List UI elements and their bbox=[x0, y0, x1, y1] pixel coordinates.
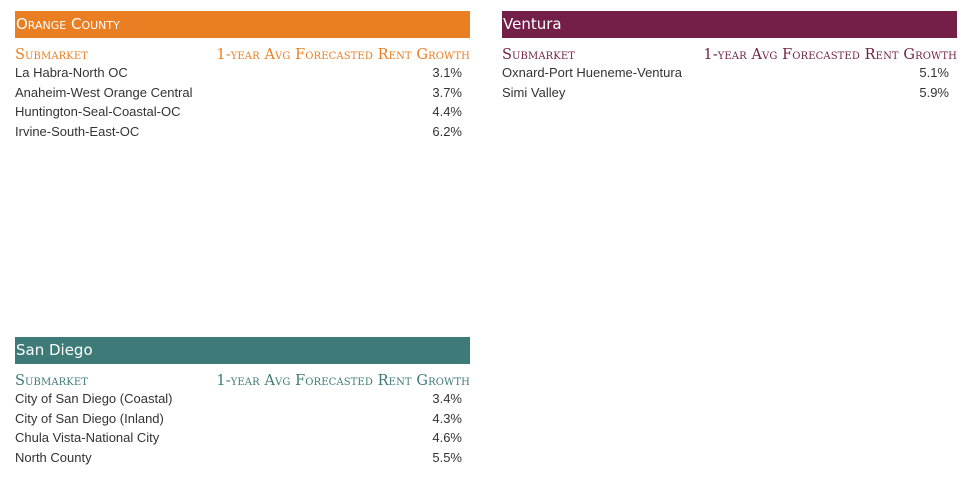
rent-growth-value: 4.4% bbox=[432, 104, 462, 119]
rent-growth-value: 6.2% bbox=[432, 123, 462, 139]
table-row: City of San Diego (Coastal) 3.4% bbox=[15, 389, 470, 409]
table-row: Irvine-South-East-OC 6.2% bbox=[15, 122, 470, 142]
rent-growth-value: 3.4% bbox=[432, 391, 462, 406]
submarket-name: Anaheim-West Orange Central bbox=[15, 84, 193, 100]
orange-county-column-headers: Submarket 1-year Avg Forecasted Rent Gro… bbox=[15, 47, 470, 63]
san-diego-rows: City of San Diego (Coastal) 3.4% City of… bbox=[15, 389, 470, 467]
rent-growth-column-header: 1-year Avg Forecasted Rent Growth bbox=[216, 373, 470, 389]
rent-growth-value: 5.9% bbox=[919, 84, 949, 100]
orange-county-header: Orange County bbox=[15, 11, 470, 38]
ventura-header: Ventura bbox=[502, 11, 957, 38]
rent-growth-value: 3.1% bbox=[432, 65, 462, 80]
orange-county-title: Orange County bbox=[16, 15, 120, 33]
submarket-name: City of San Diego (Inland) bbox=[15, 410, 164, 426]
rent-growth-value: 4.6% bbox=[432, 430, 462, 445]
submarket-column-header: Submarket bbox=[15, 47, 89, 63]
submarket-name: La Habra-North OC bbox=[15, 65, 128, 80]
orange-county-rows: La Habra-North OC 3.1% Anaheim-West Oran… bbox=[15, 63, 470, 141]
rent-growth-column-header: 1-year Avg Forecasted Rent Growth bbox=[216, 47, 470, 63]
submarket-name: Chula Vista-National City bbox=[15, 430, 160, 445]
san-diego-header: San Diego bbox=[15, 337, 470, 364]
table-row: Anaheim-West Orange Central 3.7% bbox=[15, 83, 470, 103]
rent-growth-value: 4.3% bbox=[432, 410, 462, 426]
submarket-name: Oxnard-Port Hueneme-Ventura bbox=[502, 65, 682, 80]
table-row: Chula Vista-National City 4.6% bbox=[15, 428, 470, 448]
submarket-name: Simi Valley bbox=[502, 84, 566, 100]
submarket-name: Huntington-Seal-Coastal-OC bbox=[15, 104, 181, 119]
ventura-column-headers: Submarket 1-year Avg Forecasted Rent Gro… bbox=[502, 47, 957, 63]
submarket-column-header: Submarket bbox=[15, 373, 89, 389]
submarket-name: North County bbox=[15, 449, 92, 465]
ventura-table: Ventura Submarket 1-year Avg Forecasted … bbox=[502, 11, 957, 102]
orange-county-table: Orange County Submarket 1-year Avg Forec… bbox=[15, 11, 470, 141]
san-diego-table: San Diego Submarket 1-year Avg Forecaste… bbox=[15, 337, 470, 467]
rent-growth-value: 5.1% bbox=[919, 65, 949, 80]
table-row: Huntington-Seal-Coastal-OC 4.4% bbox=[15, 102, 470, 122]
submarket-column-header: Submarket bbox=[502, 47, 576, 63]
table-row: Oxnard-Port Hueneme-Ventura 5.1% bbox=[502, 63, 957, 83]
ventura-title: Ventura bbox=[503, 15, 562, 33]
san-diego-column-headers: Submarket 1-year Avg Forecasted Rent Gro… bbox=[15, 373, 470, 389]
rent-growth-value: 5.5% bbox=[432, 449, 462, 465]
table-row: Simi Valley 5.9% bbox=[502, 83, 957, 103]
ventura-rows: Oxnard-Port Hueneme-Ventura 5.1% Simi Va… bbox=[502, 63, 957, 102]
table-row: North County 5.5% bbox=[15, 448, 470, 468]
submarket-name: Irvine-South-East-OC bbox=[15, 123, 140, 139]
san-diego-title: San Diego bbox=[16, 341, 93, 359]
submarket-name: City of San Diego (Coastal) bbox=[15, 391, 173, 406]
table-row: La Habra-North OC 3.1% bbox=[15, 63, 470, 83]
table-row: City of San Diego (Inland) 4.3% bbox=[15, 409, 470, 429]
rent-growth-column-header: 1-year Avg Forecasted Rent Growth bbox=[703, 47, 957, 63]
rent-growth-value: 3.7% bbox=[432, 84, 462, 100]
